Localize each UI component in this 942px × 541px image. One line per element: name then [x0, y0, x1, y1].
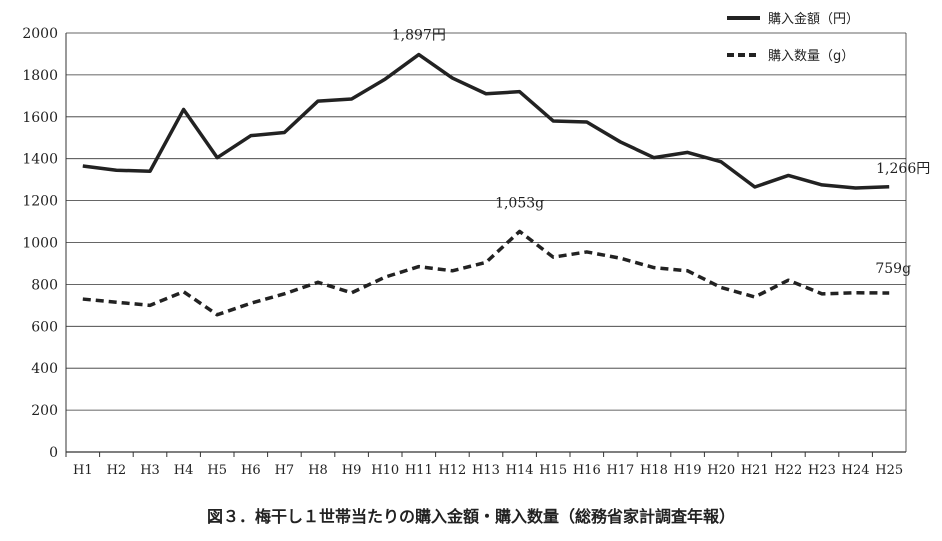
x-tick-label: H24: [842, 463, 870, 478]
x-tick-label: H20: [707, 463, 735, 478]
x-tick-label: H1: [73, 463, 93, 478]
x-tick-label: H6: [241, 463, 261, 478]
x-tick-label: H5: [207, 463, 227, 478]
x-tick-label: H23: [808, 463, 836, 478]
legend-label-amount: 購入金額（円）: [768, 11, 859, 27]
x-tick-label: H21: [741, 463, 769, 478]
y-tick-label: 0: [49, 445, 58, 461]
x-tick-label: H17: [606, 463, 634, 478]
x-tick-label: H8: [308, 463, 328, 478]
series-line-quantity: [82, 229, 890, 317]
y-tick-label: 1000: [22, 236, 58, 252]
x-tick-label: H18: [640, 463, 668, 478]
x-tick-label: H2: [107, 463, 127, 478]
legend-label-quantity: 購入数量（g）: [768, 49, 854, 64]
x-tick-label: H15: [539, 463, 567, 478]
x-tick-label: H7: [275, 463, 295, 478]
x-tick-label: H14: [506, 463, 534, 478]
chart-caption: 図３．梅干し１世帯当たりの購入金額・購入数量（総務省家計調査年報）: [207, 507, 735, 526]
y-tick-label: 2000: [22, 26, 58, 42]
x-tick-label: H3: [140, 463, 160, 478]
x-tick-label: H9: [342, 463, 362, 478]
y-tick-label: 1200: [22, 194, 58, 210]
y-tick-label: 1800: [22, 68, 58, 84]
y-tick-label: 600: [31, 319, 58, 335]
data-label: 1,053g: [495, 195, 544, 211]
x-tick-label: H19: [674, 463, 702, 478]
x-tick-label: H10: [371, 463, 399, 478]
x-tick-label: H25: [875, 463, 903, 478]
y-tick-label: 200: [31, 403, 58, 419]
y-tick-label: 400: [31, 361, 58, 377]
data-label: 1,266円: [876, 161, 930, 177]
x-tick-label: H22: [774, 463, 802, 478]
x-tick-label: H4: [174, 463, 194, 478]
y-tick-label: 1400: [22, 152, 58, 168]
x-tick-label: H13: [472, 463, 500, 478]
y-tick-label: 1600: [22, 110, 58, 126]
y-tick-label: 800: [31, 277, 58, 293]
legend: 購入金額（円） 購入数量（g）: [727, 11, 859, 64]
x-tick-label: H12: [438, 463, 466, 478]
data-label: 759g: [875, 261, 911, 277]
data-label: 1,897円: [392, 28, 446, 44]
x-tick-label: H16: [573, 463, 601, 478]
x-tick-label: H11: [405, 463, 433, 478]
